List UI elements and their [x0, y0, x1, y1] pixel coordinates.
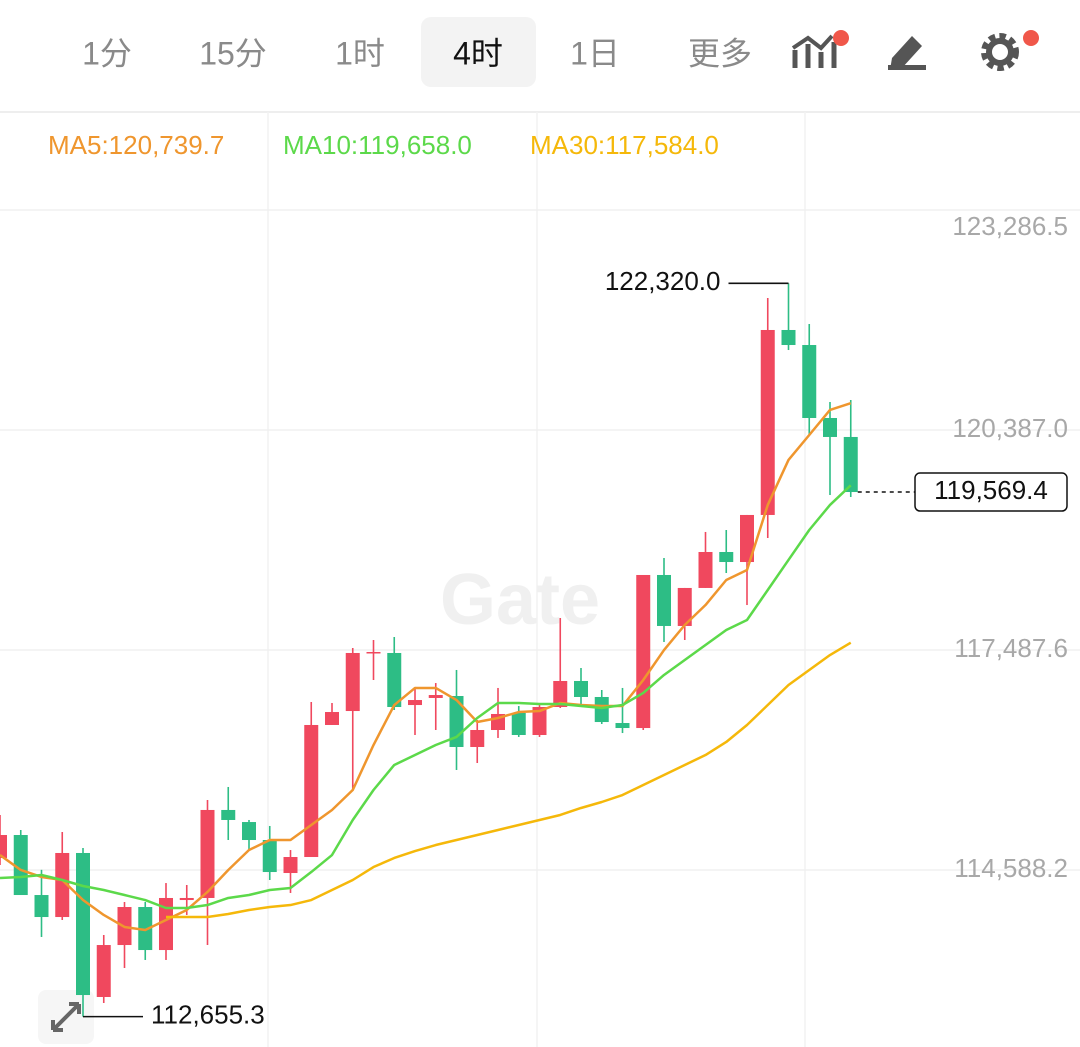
candle-body: [304, 724, 319, 858]
icon-bars: [792, 42, 837, 68]
tab[interactable]: 1时: [335, 35, 385, 71]
tab[interactable]: 4时: [453, 35, 503, 71]
candle-body: [76, 852, 90, 996]
legend-entry: MA5:120,739.7: [48, 130, 224, 160]
tab[interactable]: 15分: [199, 35, 267, 71]
indicator-icon[interactable]: [791, 30, 849, 68]
candle-body: [636, 574, 651, 729]
candle-body: [698, 551, 713, 588]
candle-body: [657, 574, 671, 626]
candle-body: [719, 551, 734, 563]
candle-body: [574, 680, 588, 697]
candle-body: [0, 835, 7, 858]
candle-body: [179, 897, 194, 901]
settings-icon[interactable]: [981, 30, 1039, 71]
icon-pen: [890, 36, 922, 70]
candle-body: [13, 835, 28, 896]
tab-highlight: [421, 17, 536, 87]
candle-body: [553, 680, 568, 708]
candle-body: [366, 651, 381, 654]
icon-gear: [981, 33, 1019, 71]
candle-body: [428, 695, 443, 698]
badge: [833, 30, 849, 46]
draw-icon[interactable]: [888, 36, 926, 70]
candle-body: [96, 945, 111, 997]
ma-line: [0, 402, 852, 932]
candle-body: [843, 436, 858, 493]
candle-body: [511, 713, 526, 736]
icon-gear-ring: [986, 38, 1014, 66]
candle-body: [594, 696, 609, 723]
last-price-box: [914, 472, 1068, 512]
candle-body: [138, 907, 153, 951]
candle-body: [262, 840, 277, 873]
annotation-label: 122,320.0: [605, 266, 721, 296]
tab[interactable]: 1分: [82, 35, 132, 71]
candle-body: [740, 514, 754, 563]
tab[interactable]: 更多: [688, 35, 752, 71]
candle-body: [325, 712, 339, 725]
candle-body: [802, 345, 817, 419]
annotation-label: 112,655.3: [151, 1000, 265, 1030]
icon-line: [791, 34, 834, 51]
candle-body: [242, 822, 256, 841]
legend-entry: MA30:117,584.0: [530, 130, 719, 160]
watermark: Gate: [440, 560, 600, 640]
y-tick-label: 117,487.6: [954, 633, 1068, 663]
candle-body: [470, 729, 485, 747]
candle-body: [387, 652, 402, 708]
ma-line: [0, 484, 852, 910]
ma-line: [166, 641, 852, 919]
badge: [1023, 30, 1039, 46]
candle-body: [615, 723, 630, 729]
expand-icon: [51, 1002, 81, 1032]
y-tick-label: 123,286.5: [952, 211, 1068, 241]
y-tick-label: 120,387.0: [952, 413, 1068, 443]
candle-body: [760, 329, 775, 515]
candle-body: [532, 707, 547, 736]
y-tick-label: 114,588.2: [954, 853, 1068, 883]
candle-body: [221, 809, 236, 820]
candle-body: [781, 329, 796, 346]
candle-body: [283, 857, 298, 874]
candle-body: [408, 700, 422, 706]
legend-entry: MA10:119,658.0: [283, 130, 472, 160]
last-price-label: 119,569.4: [934, 475, 1048, 505]
icon-pen-base: [888, 65, 926, 70]
candle-body: [159, 897, 173, 951]
candle-body: [823, 418, 837, 437]
tab[interactable]: 1日: [570, 35, 620, 71]
candle-body: [345, 652, 360, 712]
candle-body: [55, 852, 70, 918]
candle-body: [34, 895, 49, 918]
candle-body: [200, 809, 215, 898]
candle-body: [677, 587, 692, 626]
